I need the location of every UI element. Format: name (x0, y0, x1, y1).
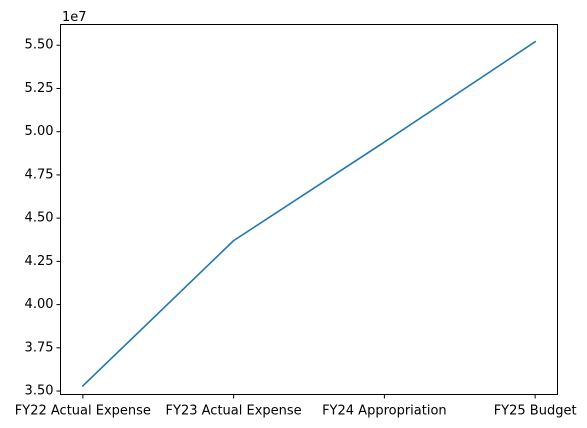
y-tick-label: 4.25 (25, 254, 54, 269)
y-tick-label: 4.50 (25, 211, 54, 226)
plot-frame (60, 24, 558, 395)
x-tick-label: FY23 Actual Expense (166, 404, 302, 419)
y-tick-label: 4.75 (25, 167, 54, 182)
y-tick-label: 4.00 (25, 297, 54, 312)
x-tick-label: FY25 Budget (494, 404, 577, 419)
y-offset-label: 1e7 (62, 10, 87, 25)
x-tick-label: FY22 Actual Expense (15, 404, 151, 419)
series-line (81, 40, 537, 387)
x-tick-label: FY24 Appropriation (322, 404, 447, 419)
x-axis-ticks: FY22 Actual Expense FY23 Actual Expense FY… (15, 394, 577, 419)
y-axis-ticks: 3.50 3.75 4.00 4.25 4.50 4.75 5.00 5.25 5.50 (25, 38, 61, 399)
series-layer (81, 40, 537, 387)
y-tick-label: 3.75 (25, 340, 54, 355)
y-tick-label: 5.25 (25, 81, 54, 96)
y-tick-label: 3.50 (25, 384, 54, 399)
y-tick-label: 5.00 (25, 124, 54, 139)
y-tick-label: 5.50 (25, 38, 54, 53)
